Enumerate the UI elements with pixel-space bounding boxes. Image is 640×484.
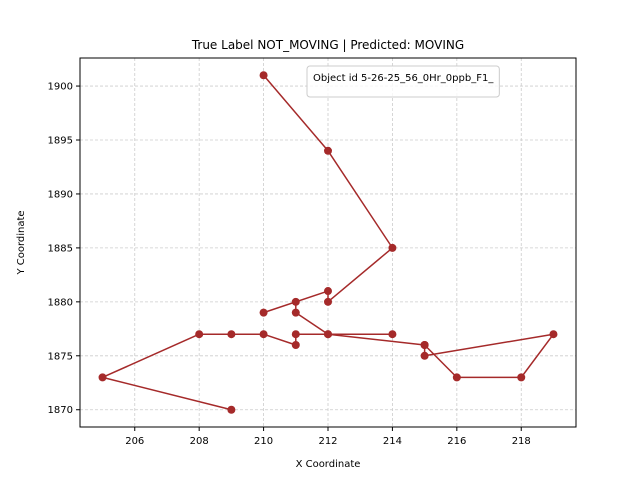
data-point: [388, 243, 397, 252]
series-group: [98, 71, 558, 414]
data-point: [195, 330, 204, 339]
data-point: [549, 330, 558, 339]
x-tick-label: 216: [447, 436, 466, 447]
data-point: [259, 308, 268, 317]
y-tick-label: 1870: [48, 405, 73, 416]
data-point: [291, 330, 300, 339]
data-point: [98, 373, 107, 382]
legend-box: [306, 65, 500, 98]
data-point: [452, 373, 461, 382]
x-tick-label: 214: [383, 436, 402, 447]
x-tick-label: 212: [318, 436, 337, 447]
y-tick-label: 1900: [48, 82, 73, 93]
data-point: [291, 341, 300, 349]
x-axis-label: X Coordinate: [296, 459, 361, 470]
x-tick-label: 210: [254, 436, 273, 447]
y-tick-label: 1880: [48, 297, 73, 308]
data-point: [227, 330, 236, 339]
y-tick-label: 1895: [48, 136, 73, 147]
data-point: [227, 405, 236, 414]
grid: [80, 58, 576, 427]
y-axis-label: Y Coordinate: [16, 210, 27, 275]
data-point: [517, 373, 526, 382]
data-point: [388, 330, 397, 339]
data-point: [324, 146, 332, 155]
data-point: [291, 308, 300, 317]
data-point: [259, 71, 268, 80]
data-point: [420, 351, 429, 360]
x-tick-label: 208: [190, 436, 209, 447]
y-axis: 1870 1875 1880 1885 1890 1895 1900: [48, 82, 80, 416]
legend: Object id 5-26-25_56_0Hr_0ppb_F1_: [306, 65, 500, 98]
data-point: [259, 330, 268, 339]
data-point: [291, 297, 300, 306]
data-point: [420, 341, 429, 349]
data-point: [324, 297, 332, 306]
y-tick-label: 1875: [48, 351, 73, 362]
x-tick-label: 218: [512, 436, 531, 447]
data-point: [324, 330, 332, 339]
legend-entry: Object id 5-26-25_56_0Hr_0ppb_F1_: [313, 73, 494, 84]
x-axis: 206 208 210 212 214 216 218: [125, 427, 531, 447]
data-point: [324, 287, 332, 296]
x-tick-label: 206: [125, 436, 144, 447]
chart-title: True Label NOT_MOVING | Predicted: MOVIN…: [191, 38, 464, 52]
y-tick-label: 1890: [48, 189, 73, 200]
y-tick-label: 1885: [48, 243, 73, 254]
